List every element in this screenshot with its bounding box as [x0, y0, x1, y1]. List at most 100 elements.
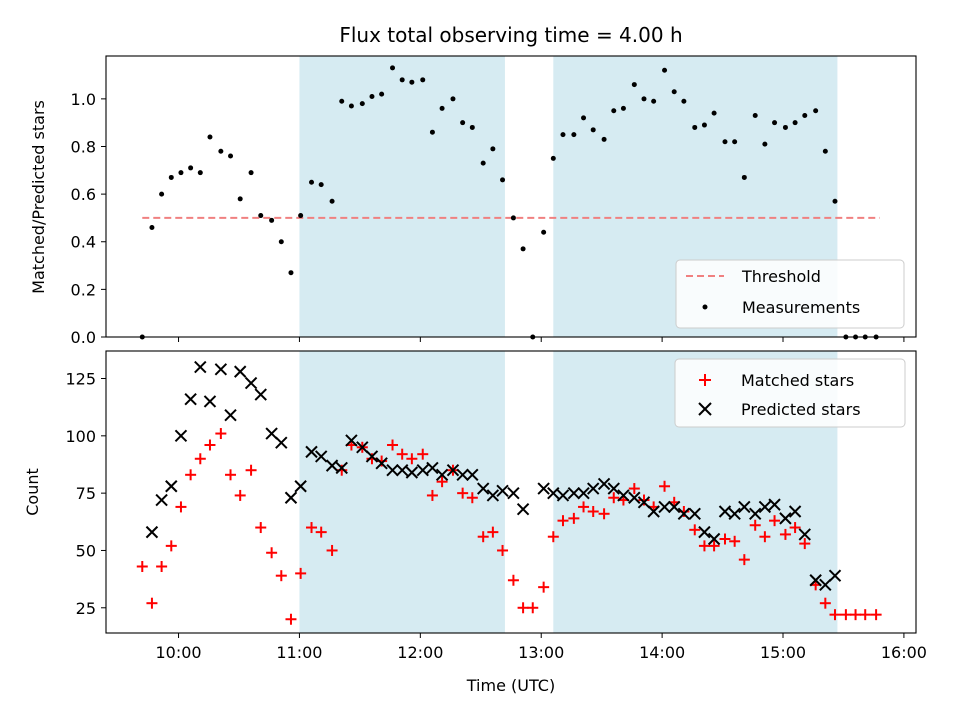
top-frame	[105, 55, 917, 338]
x-stroke-b	[145, 525, 159, 539]
measurement-point	[420, 77, 426, 83]
matched-star-point	[306, 522, 318, 534]
predicted-star-point	[405, 466, 419, 479]
measurement-point	[469, 124, 475, 130]
x-stroke-b	[658, 500, 671, 514]
predicted-star-point	[184, 392, 197, 406]
x-stroke-b	[165, 480, 178, 493]
matched-star-point	[578, 501, 590, 513]
measurement-point	[288, 270, 294, 276]
measurement-point	[732, 139, 738, 145]
measurement-point	[560, 132, 566, 138]
measurement-point	[671, 89, 677, 95]
x-stroke-b	[688, 507, 701, 520]
predicted-star-point	[749, 507, 762, 520]
measurement-point	[228, 153, 234, 159]
predicted-star-point	[365, 450, 379, 463]
predicted-star-point	[819, 578, 832, 592]
matched-star-point	[426, 489, 438, 501]
top-legend-box	[675, 259, 905, 329]
predicted-star-point	[456, 468, 469, 482]
bottom-panel: 10:00 11:00 12:00 13:00 14:00 15:00 16:00 25 50 7…	[23, 350, 927, 695]
measurement-point	[832, 198, 838, 204]
x-stroke-b	[698, 525, 711, 539]
x-stroke-b	[435, 468, 449, 482]
matched-star-point	[587, 505, 599, 517]
predicted-star-point	[335, 461, 348, 475]
matched-star-point	[517, 602, 529, 614]
predicted-star-point	[597, 477, 611, 491]
bottom-y-tick-label: 100	[65, 427, 96, 446]
predicted-star-point	[224, 408, 237, 422]
measurement-point	[722, 139, 728, 145]
measurement-point	[631, 82, 637, 88]
matched-star-point	[708, 540, 720, 552]
x-stroke-b	[244, 376, 258, 390]
x-stroke-b	[728, 507, 741, 520]
x-stroke-b	[647, 505, 660, 518]
measurement-point	[207, 134, 213, 140]
bottom-axes: 10:00 11:00 12:00 13:00 14:00 15:00 16:00 25 50 7…	[65, 370, 927, 662]
top-ylabel: Matched/Predicted stars	[29, 100, 48, 294]
x-stroke-b	[617, 489, 630, 502]
predicted-star-point	[828, 569, 842, 582]
matched-star-point	[729, 535, 741, 547]
measurement-point	[318, 182, 324, 188]
matched-star-point	[759, 531, 771, 543]
predicted-star-point	[698, 525, 711, 539]
matched-star-point	[538, 581, 550, 593]
x-stroke-b	[738, 500, 751, 514]
measurement-point	[409, 79, 415, 85]
predicted-star-point	[607, 482, 620, 495]
predicted-star-point	[516, 502, 530, 516]
matched-star-point	[275, 570, 287, 582]
predicted-star-point	[658, 500, 671, 514]
x-tick-label: 15:00	[760, 643, 806, 662]
predicted-star-point	[537, 482, 550, 495]
predicted-star-point	[305, 445, 318, 459]
predicted-star-point	[386, 464, 399, 477]
matched-star-point	[568, 512, 580, 524]
matched-star-point	[234, 489, 246, 501]
top-y-tick-label: 0.0	[71, 328, 96, 347]
x-stroke-b	[707, 532, 721, 546]
predicted-star-point	[718, 505, 732, 518]
matched-star-point	[789, 522, 801, 534]
matched-star-point	[194, 453, 206, 465]
top-y-tick-label: 0.8	[71, 137, 96, 156]
x-stroke-b	[577, 486, 590, 500]
bottom-y-tick-label: 50	[76, 541, 96, 560]
predicted-star-point	[194, 360, 207, 374]
matched-star-point	[396, 448, 408, 460]
predicted-star-point	[435, 468, 449, 482]
matched-star-point	[315, 526, 327, 538]
bottom-y-tick-label: 25	[76, 599, 96, 618]
predicted-star-point	[446, 464, 460, 477]
measurement-point	[460, 120, 466, 126]
matched-star-point	[417, 448, 429, 460]
measurement-point	[258, 213, 264, 219]
predicted-star-point	[294, 480, 307, 493]
predicted-star-point	[809, 574, 822, 587]
measurement-point	[500, 177, 506, 183]
matched-star-point	[698, 540, 710, 552]
x-stroke-b	[597, 477, 611, 491]
bottom-legend: Matched stars Predicted stars	[674, 358, 906, 428]
measurement-point	[237, 196, 243, 202]
x-stroke-b	[537, 482, 550, 495]
predicted-star-point	[145, 525, 159, 539]
measurement-point	[450, 96, 456, 102]
bottom-y-tick-label: 75	[76, 484, 96, 503]
predicted-star-point	[547, 486, 560, 500]
predicted-star-point	[486, 489, 500, 502]
matched-star-point	[326, 544, 338, 556]
predicted-star-point	[617, 489, 630, 502]
predicted-star-point	[637, 496, 651, 509]
measurement-point	[439, 105, 445, 111]
measurement-point	[248, 170, 254, 176]
matched-star-point	[457, 487, 469, 499]
predicted-star-point	[728, 507, 741, 520]
measurement-point	[681, 98, 687, 104]
bottom-ylabel: Count	[23, 468, 42, 516]
matched-star-point	[738, 554, 750, 566]
